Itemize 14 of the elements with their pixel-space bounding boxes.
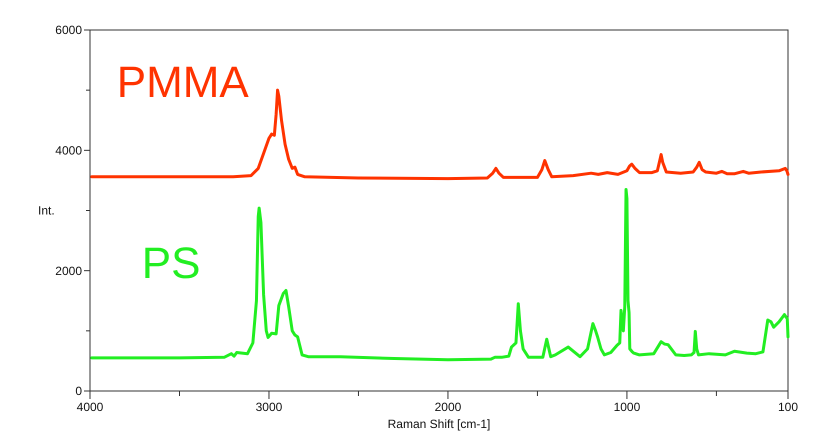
x-tick-label: 100: [778, 400, 798, 414]
x-tick-label: 1000: [614, 400, 641, 414]
line-series: [90, 188, 790, 362]
series-label: PS: [142, 238, 200, 288]
y-tick-label: 4000: [55, 144, 82, 158]
x-tick-label: 3000: [256, 400, 283, 414]
x-tick-label: 4000: [76, 400, 104, 414]
x-axis-title: Raman Shift [cm-1]: [388, 417, 490, 431]
y-tick-label: 6000: [55, 23, 82, 38]
x-tick-label: 2000: [434, 400, 462, 414]
series-label: PMMA: [116, 58, 250, 107]
y-axis-title: Int.: [38, 204, 55, 218]
y-tick-label: 2000: [55, 264, 82, 278]
y-tick-label: 0: [75, 384, 82, 398]
